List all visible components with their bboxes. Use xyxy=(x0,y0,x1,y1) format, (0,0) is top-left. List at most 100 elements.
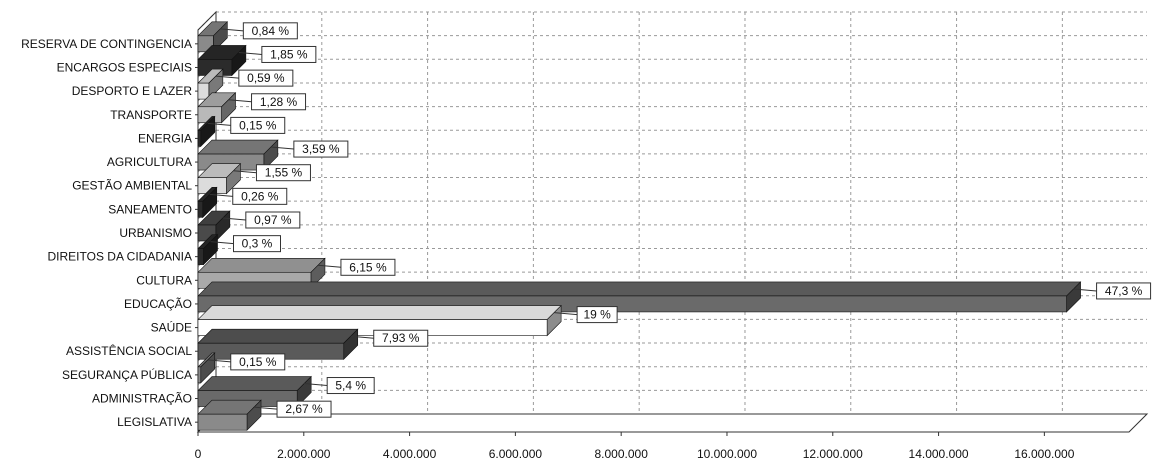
data-label-box xyxy=(251,93,307,111)
data-label: 19 % xyxy=(554,306,618,324)
data-label: 0,3 % xyxy=(210,235,282,253)
x-tick-label: 2.000.000 xyxy=(277,447,331,461)
category-label: EDUCAÇÃO xyxy=(124,297,192,311)
data-label-box xyxy=(293,140,349,158)
data-label-box xyxy=(238,69,294,87)
bar-top-face xyxy=(197,305,562,320)
data-label-leader xyxy=(233,170,257,174)
category-label: GESTÃO AMBIENTAL xyxy=(72,179,192,193)
category-label: SANEAMENTO xyxy=(108,202,192,216)
bar-top-face xyxy=(197,257,326,273)
data-label-box xyxy=(1096,282,1152,300)
category-labels: RESERVA DE CONTINGENCIA ENCARGOS ESPECIAI… xyxy=(21,37,198,429)
data-label-text: 0,26 % xyxy=(241,189,279,203)
data-label-leader xyxy=(207,359,231,363)
data-label-leader xyxy=(209,193,233,197)
x-tick-label: 12.000.000 xyxy=(803,447,863,461)
chart-floor xyxy=(196,413,1149,433)
data-label-text: 6,15 % xyxy=(349,260,387,274)
category-label: ENERGIA xyxy=(138,131,192,145)
category-label: DESPORTO E LAZER xyxy=(72,84,193,98)
data-label-text: 1,85 % xyxy=(270,47,308,61)
category-label: AGRICULTURA xyxy=(107,155,192,169)
data-label-text: 1,55 % xyxy=(265,166,303,180)
bar-front-face xyxy=(197,413,248,431)
data-label: 6,15 % xyxy=(317,258,396,276)
data-label-text: 0,84 % xyxy=(252,24,290,38)
data-label-box xyxy=(373,329,429,347)
data-label-leader xyxy=(350,335,374,339)
x-tick-label: 14.000.000 xyxy=(909,447,969,461)
data-label: 0,26 % xyxy=(209,187,288,205)
data-label-box xyxy=(242,22,298,40)
data-label: 1,85 % xyxy=(238,45,317,63)
data-label-leader xyxy=(220,28,244,32)
bar-front-face xyxy=(197,130,202,147)
x-tick-label: 16.000.000 xyxy=(1014,447,1074,461)
bar xyxy=(197,399,262,431)
x-tick-label: 0 xyxy=(195,447,202,461)
data-label-leader xyxy=(228,99,252,103)
bar-front-face xyxy=(197,201,204,218)
category-label: ADMINISTRAÇÃO xyxy=(92,392,192,406)
data-label: 0,59 % xyxy=(215,69,294,87)
data-label-text: 0,15 % xyxy=(239,355,277,369)
data-label: 3,59 % xyxy=(270,140,349,158)
data-label-text: 7,93 % xyxy=(382,331,420,345)
data-label-text: 0,59 % xyxy=(247,71,285,85)
data-label-box xyxy=(340,258,396,276)
bar-top-face xyxy=(197,328,359,344)
data-label-text: 2,67 % xyxy=(285,402,323,416)
data-label-box xyxy=(230,116,286,134)
bar-front-face xyxy=(197,248,204,265)
data-label-box xyxy=(232,187,288,205)
data-label-text: 0,97 % xyxy=(254,213,292,227)
data-label-leader xyxy=(222,217,246,221)
data-label-leader xyxy=(1073,288,1097,292)
x-tick-label: 10.000.000 xyxy=(697,447,757,461)
category-label: RESERVA DE CONTINGENCIA xyxy=(21,37,192,51)
category-label: CULTURA xyxy=(136,273,192,287)
data-label: 0,84 % xyxy=(220,22,298,40)
data-label-box xyxy=(233,235,282,253)
data-labels: 0,84 % 1,85 % 0,59 % 1,28 % 0,15 % 3,59 % 1,55… xyxy=(207,22,1152,418)
x-tick-label: 6.000.000 xyxy=(489,447,543,461)
data-label: 0,15 % xyxy=(207,353,286,371)
data-label-box xyxy=(255,164,311,182)
data-label-leader xyxy=(304,383,328,387)
category-label: SAÚDE xyxy=(151,320,192,335)
data-label-text: 5,4 % xyxy=(335,379,366,393)
data-label-leader xyxy=(210,241,234,245)
category-label: SEGURANÇA PÚBLICA xyxy=(62,367,192,382)
data-label: 7,93 % xyxy=(350,329,429,347)
data-label-box xyxy=(245,211,301,229)
data-label-box xyxy=(576,306,618,324)
data-label-leader xyxy=(554,312,578,316)
data-label: 2,67 % xyxy=(253,400,332,418)
data-label-box xyxy=(230,353,286,371)
x-tick-labels: 0 2.000.000 4.000.000 6.000.000 8.000.000 10.… xyxy=(195,432,1075,461)
data-label-text: 47,3 % xyxy=(1105,284,1143,298)
category-label: ENCARGOS ESPECIAIS xyxy=(57,60,192,74)
bar-top-face xyxy=(197,376,312,391)
data-label: 1,55 % xyxy=(233,164,311,182)
data-label: 47,3 % xyxy=(1073,282,1152,300)
data-label-leader xyxy=(270,146,294,150)
data-label: 0,97 % xyxy=(222,211,301,229)
data-label-text: 3,59 % xyxy=(302,142,340,156)
data-label: 1,28 % xyxy=(228,93,307,111)
data-label-leader xyxy=(238,51,262,55)
bar-front-face xyxy=(197,366,202,384)
data-label-leader xyxy=(253,406,278,410)
bar-top-face xyxy=(197,281,1082,297)
data-label-box xyxy=(276,400,332,418)
axes xyxy=(196,10,1149,436)
data-label: 5,4 % xyxy=(304,377,375,395)
data-label-box xyxy=(261,45,317,63)
category-label: LEGISLATIVA xyxy=(117,415,192,429)
data-label-text: 1,28 % xyxy=(260,95,298,109)
data-label-text: 0,15 % xyxy=(239,118,277,132)
data-label-text: 19 % xyxy=(583,308,611,322)
data-label-leader xyxy=(317,264,341,268)
